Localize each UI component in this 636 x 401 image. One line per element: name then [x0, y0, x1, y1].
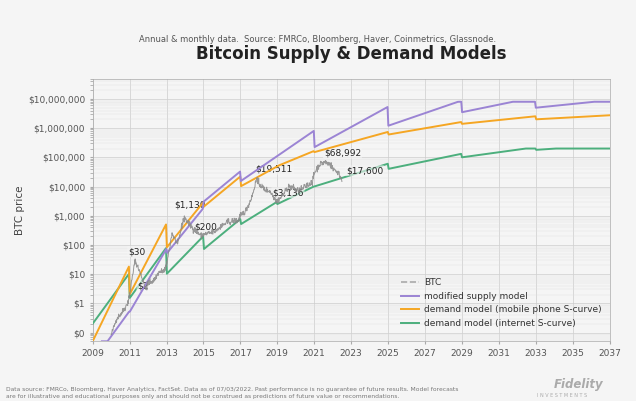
- Title: Bitcoin Supply & Demand Models: Bitcoin Supply & Demand Models: [196, 45, 506, 63]
- Text: Data source: FMRCo, Bloomberg, Haver Analytics, FactSet. Data as of 07/03/2022. : Data source: FMRCo, Bloomberg, Haver Ana…: [6, 387, 459, 392]
- Y-axis label: BTC price: BTC price: [15, 185, 25, 235]
- Text: Fidelity: Fidelity: [553, 378, 603, 391]
- Text: Annual & monthly data.  Source: FMRCo, Bloomberg, Haver, Coinmetrics, Glassnode.: Annual & monthly data. Source: FMRCo, Bl…: [139, 35, 497, 44]
- Text: $30: $30: [128, 247, 146, 256]
- Text: $1,130: $1,130: [174, 201, 206, 210]
- Text: $3,136: $3,136: [272, 188, 304, 197]
- Text: I N V E S T M E N T S: I N V E S T M E N T S: [537, 393, 588, 398]
- Text: $17,600: $17,600: [346, 166, 384, 175]
- Text: are for illustrative and educational purposes only and should not be construed a: are for illustrative and educational pur…: [6, 394, 399, 399]
- Text: $2: $2: [137, 282, 149, 290]
- Text: $19,511: $19,511: [256, 165, 293, 174]
- Text: $200: $200: [195, 223, 218, 232]
- Text: $68,992: $68,992: [324, 149, 361, 158]
- Legend: BTC, modified supply model, demand model (mobile phone S-curve), demand model (i: BTC, modified supply model, demand model…: [398, 275, 605, 332]
